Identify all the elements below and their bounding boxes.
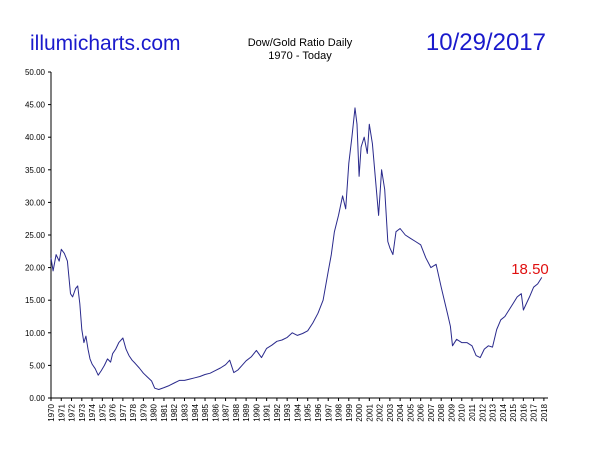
x-tick-label: 2006 bbox=[417, 403, 426, 421]
x-tick-label: 1984 bbox=[191, 403, 200, 421]
x-tick-label: 1991 bbox=[263, 403, 272, 421]
x-tick-label: 1979 bbox=[139, 403, 148, 421]
x-tick-label: 1980 bbox=[150, 403, 159, 421]
chart-title: Dow/Gold Ratio Daily bbox=[247, 37, 353, 49]
x-tick-label: 2014 bbox=[499, 403, 508, 421]
x-tick-label: 1982 bbox=[170, 403, 179, 421]
series-line-dow-gold-ratio bbox=[50, 107, 543, 390]
x-tick-label: 1973 bbox=[78, 403, 87, 421]
x-tick-label: 1992 bbox=[273, 403, 282, 421]
x-tick-label: 1989 bbox=[242, 403, 251, 421]
x-tick-label: 2007 bbox=[427, 403, 436, 421]
x-tick-label: 2000 bbox=[355, 403, 364, 421]
x-tick-label: 2004 bbox=[396, 403, 405, 421]
y-tick-label: 10.00 bbox=[25, 329, 46, 338]
y-tick-label: 20.00 bbox=[25, 264, 46, 273]
y-tick-label: 5.00 bbox=[29, 361, 45, 370]
x-axis-ticks: 1970 1971 1972 1973 1974 1975 1976 1977 1978 1979… bbox=[47, 398, 549, 422]
x-tick-label: 1999 bbox=[345, 403, 354, 421]
y-tick-label: 50.00 bbox=[25, 68, 46, 77]
x-tick-label: 2001 bbox=[365, 403, 374, 421]
x-tick-label: 1998 bbox=[335, 403, 344, 421]
y-tick-label: 0.00 bbox=[29, 394, 45, 403]
x-tick-label: 2005 bbox=[406, 403, 415, 421]
x-tick-label: 2002 bbox=[376, 403, 385, 421]
x-tick-label: 2003 bbox=[386, 403, 395, 421]
x-tick-label: 1974 bbox=[88, 403, 97, 421]
chart-subtitle: 1970 - Today bbox=[268, 50, 332, 62]
y-tick-label: 15.00 bbox=[25, 296, 46, 305]
x-tick-label: 2017 bbox=[530, 403, 539, 421]
x-tick-label: 1995 bbox=[304, 403, 313, 421]
y-axis-ticks: 0.00 5.00 10.00 15.00 20.00 25.00 30.00 35.00 40… bbox=[25, 68, 51, 403]
x-tick-label: 1997 bbox=[324, 403, 333, 421]
x-tick-label: 1993 bbox=[283, 403, 292, 421]
x-tick-label: 1996 bbox=[314, 403, 323, 421]
chart-date: 10/29/2017 bbox=[425, 29, 546, 56]
x-tick-label: 1970 bbox=[47, 403, 56, 421]
x-tick-label: 1976 bbox=[109, 403, 118, 421]
x-tick-label: 1972 bbox=[68, 403, 77, 421]
x-tick-label: 1971 bbox=[57, 403, 66, 421]
x-tick-label: 1985 bbox=[201, 403, 210, 421]
x-tick-label: 2016 bbox=[519, 403, 528, 421]
last-value-label: 18.50 bbox=[511, 261, 549, 278]
x-tick-label: 1983 bbox=[180, 403, 189, 421]
x-tick-label: 2018 bbox=[540, 403, 549, 421]
y-tick-label: 30.00 bbox=[25, 198, 46, 207]
x-tick-label: 1978 bbox=[129, 403, 138, 421]
x-tick-label: 1975 bbox=[98, 403, 107, 421]
y-tick-label: 45.00 bbox=[25, 101, 46, 110]
x-tick-label: 1986 bbox=[211, 403, 220, 421]
x-tick-label: 1994 bbox=[293, 403, 302, 421]
brand-logo-text: illumicharts.com bbox=[30, 32, 181, 55]
y-tick-label: 35.00 bbox=[25, 166, 46, 175]
x-tick-label: 1990 bbox=[252, 403, 261, 421]
plot-area bbox=[50, 107, 543, 390]
x-tick-label: 1981 bbox=[160, 403, 169, 421]
y-tick-label: 25.00 bbox=[25, 231, 46, 240]
chart-title-block: Dow/Gold Ratio Daily 1970 - Today bbox=[230, 37, 370, 63]
y-tick-label: 40.00 bbox=[25, 133, 46, 142]
x-tick-label: 2013 bbox=[489, 403, 498, 421]
x-tick-label: 2008 bbox=[437, 403, 446, 421]
x-tick-label: 2010 bbox=[458, 403, 467, 421]
x-tick-label: 2012 bbox=[478, 403, 487, 421]
x-tick-label: 2011 bbox=[468, 403, 477, 421]
x-tick-label: 1988 bbox=[232, 403, 241, 421]
x-tick-label: 2015 bbox=[509, 403, 518, 421]
x-tick-label: 1977 bbox=[119, 403, 128, 421]
x-tick-label: 2009 bbox=[447, 403, 456, 421]
x-tick-label: 1987 bbox=[222, 403, 231, 421]
